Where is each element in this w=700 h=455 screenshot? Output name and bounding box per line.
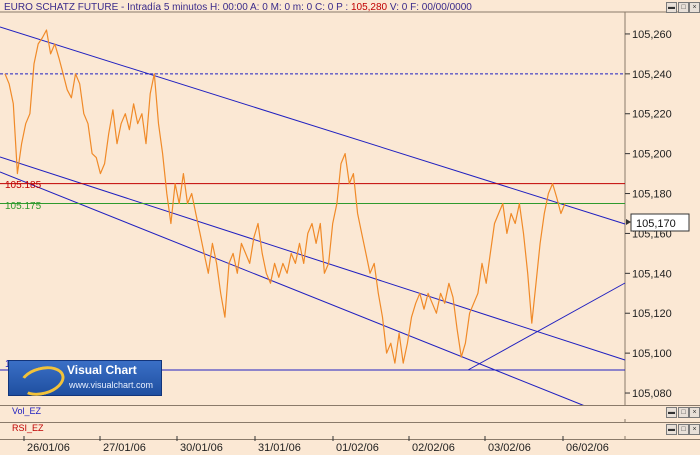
last-price-pointer-icon [626,219,631,225]
middle-trend-line [0,156,626,361]
logo-url: www.visualchart.com [69,380,154,390]
header-price: 105,280 [350,2,388,13]
vol-close-button[interactable]: × [689,407,700,418]
red-level-label: 105.185 [5,180,42,191]
y-tick-label: 105,260 [632,29,672,41]
logo-swirl-icon [16,361,68,401]
rsi-minimize-button[interactable]: ▬ [666,424,677,435]
chart-header: EURO SCHATZ FUTURE - Intradía 5 minutos … [4,2,472,13]
y-tick-label: 105,180 [632,189,672,201]
logo-title: Visual Chart [67,363,137,377]
upper-trend-line [0,26,626,225]
header-info-tail: V: 0 F: 00/00/0000 [387,2,472,13]
y-tick-label: 105,120 [632,308,672,320]
support-uptrend-line [467,282,626,371]
y-tick-label: 105,140 [632,268,672,280]
maximize-button[interactable]: □ [678,2,689,13]
header-info: EURO SCHATZ FUTURE - Intradía 5 minutos … [4,2,351,13]
close-button[interactable]: × [689,2,700,13]
y-tick-label: 105,240 [632,69,672,81]
vol-minimize-button[interactable]: ▬ [666,407,677,418]
price-line [4,29,566,364]
y-tick-label: 105,100 [632,348,672,360]
lower-trend-line [0,171,591,409]
last-price-box: 105,170 [626,213,690,232]
last-price-background [630,213,690,232]
rsi-maximize-button[interactable]: □ [678,424,689,435]
volume-subpanel-label: Vol_EZ [12,406,42,416]
visual-chart-logo: Visual Chart www.visualchart.com [8,360,162,401]
level-lines [0,73,625,205]
green-level-label: 105.175 [5,201,42,212]
y-tick-label: 105,080 [632,388,672,400]
y-tick-label: 105,220 [632,109,672,121]
rsi-subpanel[interactable]: RSI_EZ ▬ □ × [0,422,700,436]
vol-maximize-button[interactable]: □ [678,407,689,418]
y-tick-label: 105,200 [632,149,672,161]
rsi-subpanel-label: RSI_EZ [12,423,44,433]
minimize-button[interactable]: ▬ [666,2,677,13]
volume-subpanel[interactable]: Vol_EZ ▬ □ × [0,405,700,419]
date-bar [0,439,700,455]
price-series [4,29,566,364]
last-price-label: 105,170 [636,218,676,230]
rsi-close-button[interactable]: × [689,424,700,435]
